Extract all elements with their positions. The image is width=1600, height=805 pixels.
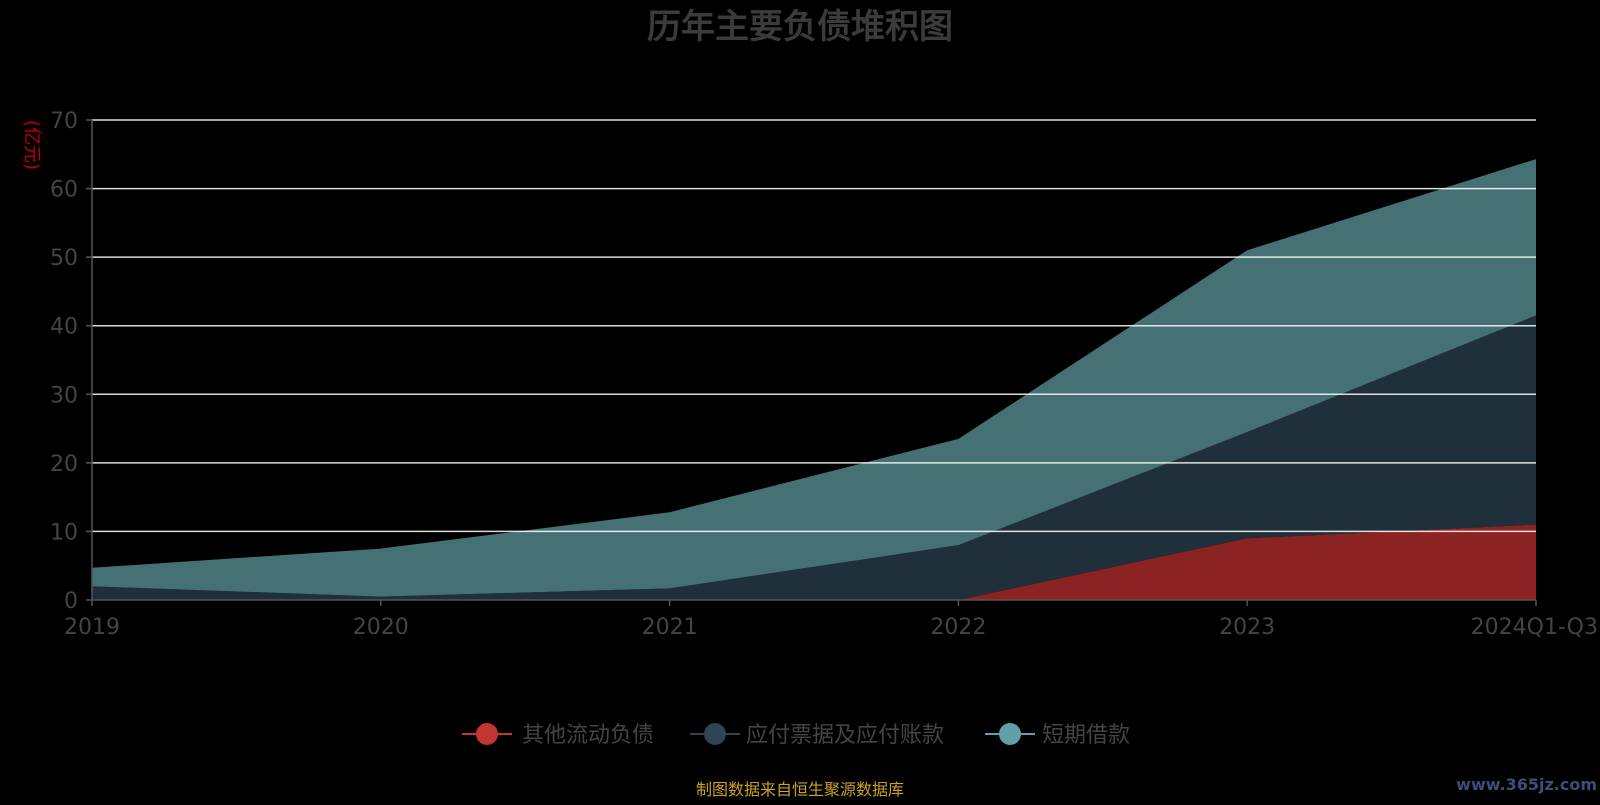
- legend-item-3: 短期借款: [985, 723, 1130, 748]
- legend-marker: [476, 723, 498, 745]
- watermark: www.365jz.com: [1456, 775, 1597, 794]
- legend-label: 短期借款: [1042, 723, 1130, 748]
- x-tick-label: 2023: [1219, 615, 1275, 640]
- chart-title: 历年主要负债堆积图: [647, 7, 953, 47]
- area-series-1: [92, 524, 1536, 600]
- legend-label: 应付票据及应付账款: [746, 723, 944, 748]
- gridlines: [92, 119, 1536, 533]
- legend-item-2: 应付票据及应付账款: [690, 723, 944, 748]
- legend-marker: [999, 723, 1021, 745]
- x-tick-label: 2020: [353, 615, 409, 640]
- legend: 其他流动负债 应付票据及应付账款 短期借款: [462, 723, 1130, 748]
- y-tick-label: 60: [50, 178, 78, 203]
- x-tick-label: 2024Q1-Q3: [1471, 615, 1598, 640]
- axes: 0 10 20 30 40 50 60 70 2019 2020 2021 2022 2023 2024Q…: [50, 109, 1598, 640]
- y-tick-label: 70: [50, 109, 78, 134]
- legend-marker: [704, 723, 726, 745]
- data-source-note: 制图数据来自恒生聚源数据库: [696, 780, 904, 799]
- legend-label: 其他流动负债: [522, 723, 654, 748]
- x-tick-label: 2021: [642, 615, 698, 640]
- x-tick-label: 2019: [64, 615, 120, 640]
- y-tick-label: 10: [50, 520, 78, 545]
- y-tick-label: 40: [50, 315, 78, 340]
- y-tick-label: 20: [50, 452, 78, 477]
- y-tick-label: 30: [50, 383, 78, 408]
- y-tick-label: 0: [64, 589, 78, 614]
- y-tick-label: 50: [50, 246, 78, 271]
- area-series-2: [92, 315, 1536, 600]
- y-axis-unit-label: (亿元): [21, 120, 42, 170]
- area-series-3: [92, 159, 1536, 597]
- x-tick-label: 2022: [930, 615, 986, 640]
- area-series: [92, 159, 1536, 600]
- legend-item-1: 其他流动负债: [462, 723, 654, 748]
